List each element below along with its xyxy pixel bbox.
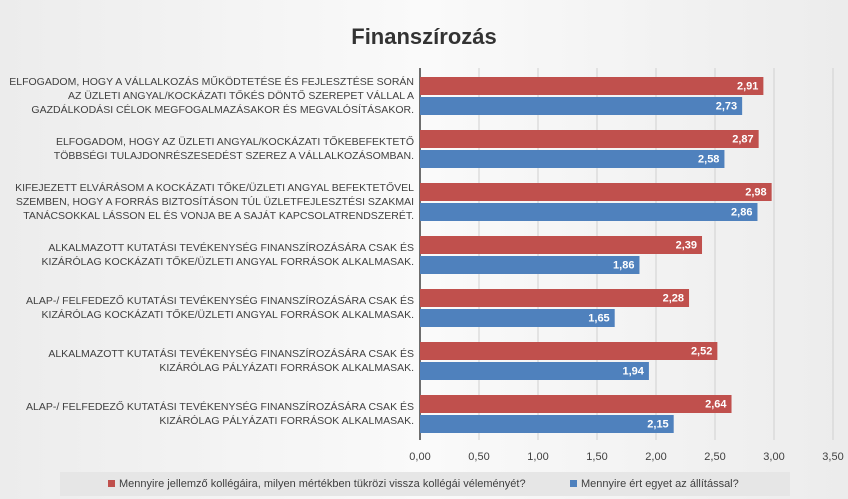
bar	[420, 415, 674, 433]
legend-label: Mennyire jellemző kollégáira, milyen mér…	[119, 478, 526, 490]
legend-box	[60, 472, 790, 496]
x-tick-label: 2,50	[704, 451, 725, 463]
bar	[420, 236, 703, 254]
y-tick-label: ELFOGADOM, HOGY A VÁLLALKOZÁS MŰKÖDTETÉS…	[9, 76, 414, 116]
bar	[420, 183, 772, 201]
value-label: 2,52	[691, 345, 712, 357]
value-label: 2,64	[705, 398, 727, 410]
bar	[420, 97, 743, 115]
value-label: 2,91	[737, 80, 758, 92]
bar	[420, 130, 759, 148]
bar	[420, 203, 758, 221]
bar	[420, 256, 640, 274]
bar	[420, 395, 732, 413]
y-tick-label: KIFEJEZETT ELVÁRÁSOM A KOCKÁZATI TŐKE/ÜZ…	[15, 182, 414, 222]
x-tick-label: 2,00	[645, 451, 666, 463]
bar	[420, 342, 718, 360]
x-tick-label: 3,50	[822, 451, 843, 463]
y-tick-label: ALKALMAZOTT KUTATÁSI TEVÉKENYSÉG FINANSZ…	[48, 348, 414, 374]
legend-swatch	[108, 480, 115, 487]
value-label: 2,15	[647, 418, 668, 430]
x-tick-label: 1,00	[527, 451, 548, 463]
value-label: 1,86	[613, 259, 634, 271]
chart-title: Finanszírozás	[351, 24, 496, 49]
value-label: 2,58	[698, 153, 719, 165]
value-label: 1,65	[588, 312, 609, 324]
value-label: 2,73	[716, 100, 737, 112]
y-tick-label: ALKALMAZOTT KUTATÁSI TEVÉKENYSÉG FINANSZ…	[41, 242, 414, 268]
value-label: 2,28	[663, 292, 684, 304]
bar	[420, 150, 725, 168]
x-tick-label: 1,50	[586, 451, 607, 463]
value-label: 2,98	[745, 186, 766, 198]
y-tick-label: ALAP-/ FELFEDEZŐ KUTATÁSI TEVÉKENYSÉG FI…	[25, 401, 414, 427]
value-label: 1,94	[622, 365, 644, 377]
value-label: 2,86	[731, 206, 752, 218]
bar	[420, 77, 764, 95]
legend-swatch	[570, 480, 577, 487]
legend-label: Mennyire ért egyet az állítással?	[581, 478, 739, 490]
value-label: 2,39	[676, 239, 697, 251]
y-tick-label: ALAP-/ FELFEDEZŐ KUTATÁSI TEVÉKENYSÉG FI…	[25, 295, 414, 321]
x-tick-label: 3,00	[763, 451, 784, 463]
bar	[420, 289, 690, 307]
x-tick-label: 0,00	[409, 451, 430, 463]
bar	[420, 309, 615, 327]
bar	[420, 362, 649, 380]
x-tick-label: 0,50	[468, 451, 489, 463]
y-tick-label: ELFOGADOM, HOGY AZ ÜZLETI ANGYAL/KOCKÁZA…	[53, 136, 414, 162]
value-label: 2,87	[732, 133, 753, 145]
